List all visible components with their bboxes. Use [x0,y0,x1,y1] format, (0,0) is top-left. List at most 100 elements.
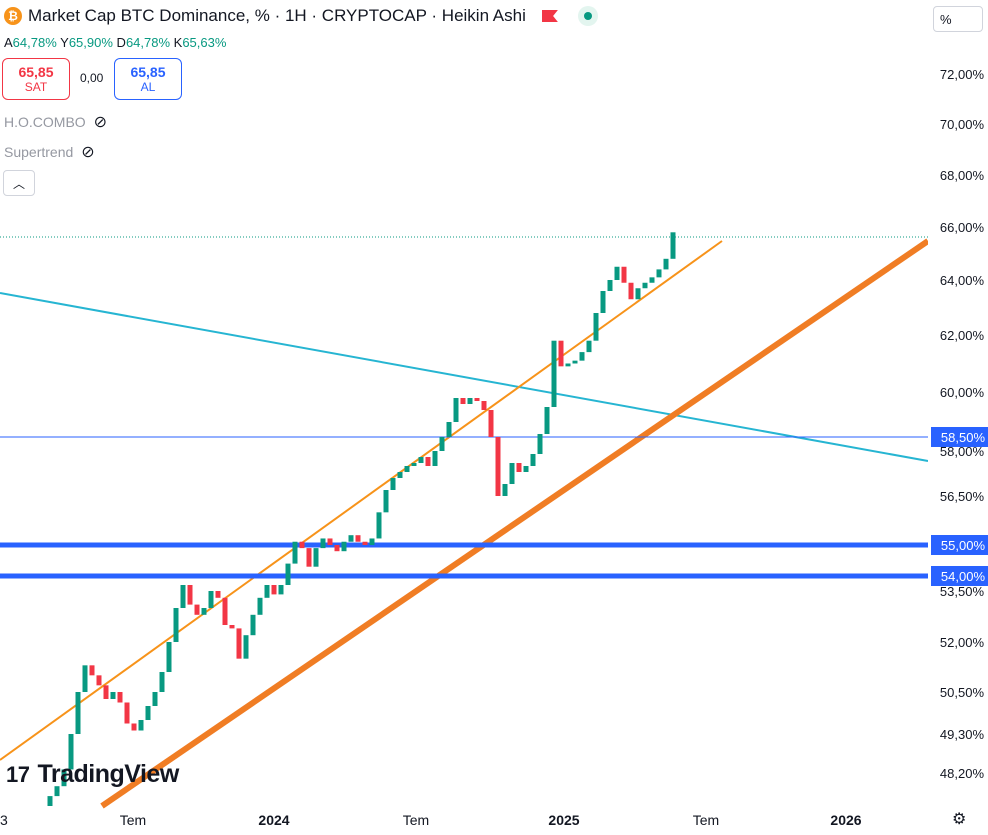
x-tick-label: 2026 [830,812,861,828]
candle [75,692,81,734]
candle [292,541,298,564]
price-axis[interactable]: 72,00% 70,00% 68,00% 66,00% 64,00% 62,00% 60,0… [928,0,988,800]
candle [509,463,515,484]
logo-text: TradingView [37,760,179,788]
flag-icon[interactable] [541,10,558,22]
candle [236,628,242,659]
candle [264,585,270,598]
settings-gear-icon[interactable]: ⚙ [952,811,967,828]
price-label-text: 58,50% [941,430,986,445]
tradingview-logo[interactable]: 17 TradingView [6,760,179,789]
x-tick-label: 2024 [258,812,289,828]
sell-price: 65,85 [18,64,54,80]
indicator-ho-combo[interactable]: H.O.COMBO ⊘ [4,112,107,132]
x-tick-label: Tem [693,812,719,828]
candle [222,597,228,625]
y-tick-label: 68,00% [940,168,985,183]
candle [138,720,144,731]
candle [229,625,235,629]
y-tick-label: 72,00% [940,67,985,82]
candle [250,614,256,636]
candle [565,363,571,367]
buy-button[interactable]: 65,85 AL [114,58,182,100]
candle [446,422,452,437]
y-tick-label: 58,00% [940,444,985,459]
candle [495,437,501,496]
candle [467,398,473,404]
eye-hidden-icon[interactable]: ⊘ [93,114,108,131]
candle [194,604,200,615]
tradingview-mark-icon: 17 [6,761,30,787]
candle [530,454,536,466]
candle [187,585,193,605]
chevron-up-icon: ︿ [12,176,25,191]
y-tick-label: 48,20% [940,766,985,781]
candle [551,340,557,407]
candle [243,635,249,659]
eye-hidden-icon[interactable]: ⊘ [81,144,95,161]
indicator-label: Supertrend [4,144,74,160]
y-tick-label: 53,50% [940,584,985,599]
candle [642,282,648,289]
y-tick-label: 66,00% [940,220,985,235]
x-tick-label: Tem [120,812,146,828]
upper-channel-line[interactable] [0,240,723,761]
candle [411,463,417,466]
candle [488,410,494,437]
lower-channel-line[interactable] [100,238,930,809]
candle [47,796,53,806]
candle [320,538,326,549]
candle [635,288,641,300]
collapse-button[interactable]: ︿ [3,170,35,196]
symbol-header[interactable]: ₿ Market Cap BTC Dominance, % · 1H · CRY… [4,6,598,26]
candle [271,585,277,595]
candle [425,457,431,466]
candle [593,313,599,341]
candle [145,706,151,720]
cyan-trendline[interactable] [0,292,929,462]
candle [558,340,564,367]
candle [649,277,655,283]
candle [502,484,508,496]
candle [166,642,172,672]
ohlc-values: A64,78% Y65,90% D64,78% K65,63% [4,35,227,50]
y-tick-label: 64,00% [940,273,985,288]
candle [383,490,389,513]
price-label-text: 55,00% [941,538,986,553]
candle [376,512,382,539]
candle [614,266,620,280]
candle [327,538,333,545]
candle [572,360,578,364]
candle [474,398,480,401]
candle [579,352,585,361]
candle [544,407,550,434]
candle [341,541,347,552]
spread-value: 0,00 [80,71,104,85]
candle [439,437,445,451]
unit-button[interactable]: % [933,6,983,32]
candle [285,563,291,585]
indicator-supertrend[interactable]: Supertrend ⊘ [4,142,95,162]
price-label-text: 54,00% [941,569,986,584]
trendlines[interactable] [0,236,930,809]
candle [180,585,186,608]
buy-price: 65,85 [130,64,166,80]
candle [299,541,305,549]
sell-label: SAT [24,80,48,94]
candle [663,258,669,270]
candle [124,702,130,724]
market-status-icon[interactable] [577,6,598,26]
price-label-badge [931,427,988,447]
candle-series [47,232,676,806]
candle [278,585,284,595]
candle [481,401,487,410]
symbol-title[interactable]: Market Cap BTC Dominance, % · 1H · CRYPT… [28,6,526,25]
sell-button[interactable]: 65,85 SAT [2,58,70,100]
time-axis[interactable]: 3 Tem 2024 Tem 2025 Tem 2026 [0,812,862,828]
x-tick-label: Tem [403,812,429,828]
x-tick-label: 3 [0,812,8,828]
candle [390,478,396,490]
candle [117,692,123,703]
candle [103,685,109,699]
